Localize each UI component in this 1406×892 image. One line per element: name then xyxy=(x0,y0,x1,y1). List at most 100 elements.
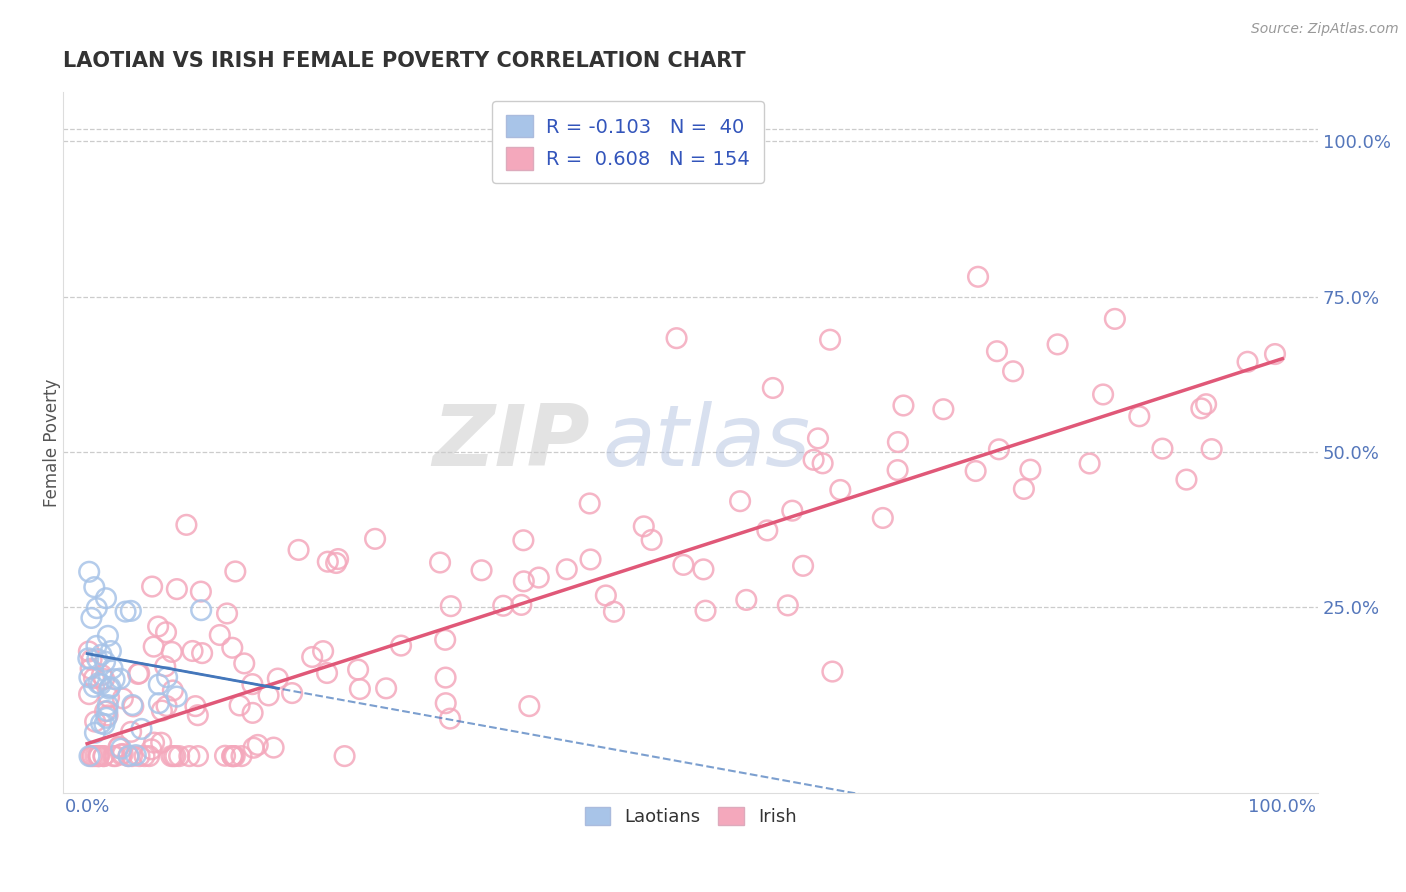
Point xyxy=(179,749,201,764)
Point xyxy=(110,747,132,762)
Point xyxy=(1012,482,1035,496)
Point xyxy=(134,749,156,764)
Point xyxy=(83,580,105,594)
Point xyxy=(349,681,371,696)
Point xyxy=(141,580,163,594)
Point xyxy=(176,517,198,532)
Point xyxy=(221,749,243,764)
Point xyxy=(104,749,127,764)
Point xyxy=(127,667,149,681)
Point xyxy=(86,652,108,666)
Point xyxy=(83,671,105,685)
Point xyxy=(1195,397,1218,411)
Point xyxy=(263,740,285,755)
Point xyxy=(665,331,688,345)
Point xyxy=(439,712,461,726)
Point xyxy=(98,681,121,696)
Point xyxy=(160,749,183,764)
Point xyxy=(77,644,100,658)
Point xyxy=(162,683,184,698)
Point xyxy=(1189,401,1212,416)
Point xyxy=(257,689,280,703)
Point xyxy=(1201,442,1223,456)
Point xyxy=(83,680,105,694)
Point xyxy=(1175,473,1198,487)
Point xyxy=(513,574,536,589)
Point xyxy=(215,607,238,621)
Point xyxy=(807,431,830,445)
Point xyxy=(221,640,243,655)
Point xyxy=(77,565,100,579)
Point xyxy=(389,639,412,653)
Point xyxy=(166,582,188,596)
Point xyxy=(93,717,115,731)
Point xyxy=(138,749,160,764)
Point xyxy=(114,605,136,619)
Point xyxy=(110,741,132,756)
Point xyxy=(79,670,101,684)
Point xyxy=(512,533,534,548)
Point xyxy=(155,699,177,714)
Point xyxy=(1019,463,1042,477)
Point xyxy=(96,711,118,725)
Point xyxy=(434,671,457,685)
Point xyxy=(125,748,148,763)
Point xyxy=(111,747,134,761)
Point xyxy=(1236,355,1258,369)
Point xyxy=(375,681,398,696)
Point xyxy=(1104,312,1126,326)
Point xyxy=(97,629,120,643)
Point xyxy=(187,708,209,723)
Point xyxy=(333,749,356,764)
Point xyxy=(90,677,112,691)
Point xyxy=(108,672,131,686)
Point xyxy=(131,722,153,736)
Point xyxy=(695,604,717,618)
Point xyxy=(1128,409,1150,424)
Point xyxy=(240,677,263,691)
Point xyxy=(155,625,177,640)
Point xyxy=(872,511,894,525)
Point xyxy=(967,269,990,284)
Point xyxy=(86,601,108,615)
Point xyxy=(143,736,166,750)
Point xyxy=(103,749,125,764)
Point xyxy=(87,749,110,764)
Legend: Laotians, Irish: Laotians, Irish xyxy=(578,799,804,833)
Point xyxy=(156,670,179,684)
Point xyxy=(316,665,339,680)
Point xyxy=(728,494,751,508)
Point xyxy=(1046,337,1069,351)
Point xyxy=(640,533,662,547)
Point xyxy=(87,676,110,690)
Point xyxy=(231,749,253,764)
Point xyxy=(776,599,799,613)
Point xyxy=(190,584,212,599)
Point xyxy=(91,749,114,764)
Point xyxy=(326,552,349,566)
Point xyxy=(233,657,256,671)
Text: atlas: atlas xyxy=(603,401,811,484)
Point xyxy=(190,603,212,617)
Point xyxy=(242,706,264,720)
Point xyxy=(160,645,183,659)
Point xyxy=(821,665,844,679)
Point xyxy=(150,736,173,750)
Point xyxy=(965,464,987,478)
Point xyxy=(470,563,492,577)
Point xyxy=(98,680,121,694)
Point xyxy=(792,558,814,573)
Point xyxy=(77,687,100,701)
Point xyxy=(267,672,290,686)
Point xyxy=(281,686,304,700)
Point xyxy=(148,677,170,691)
Point xyxy=(90,648,112,662)
Point xyxy=(90,668,112,682)
Point xyxy=(510,598,533,612)
Point xyxy=(121,698,143,712)
Point xyxy=(82,749,104,764)
Point xyxy=(97,698,120,712)
Point xyxy=(735,593,758,607)
Point xyxy=(603,605,626,619)
Point xyxy=(987,442,1010,457)
